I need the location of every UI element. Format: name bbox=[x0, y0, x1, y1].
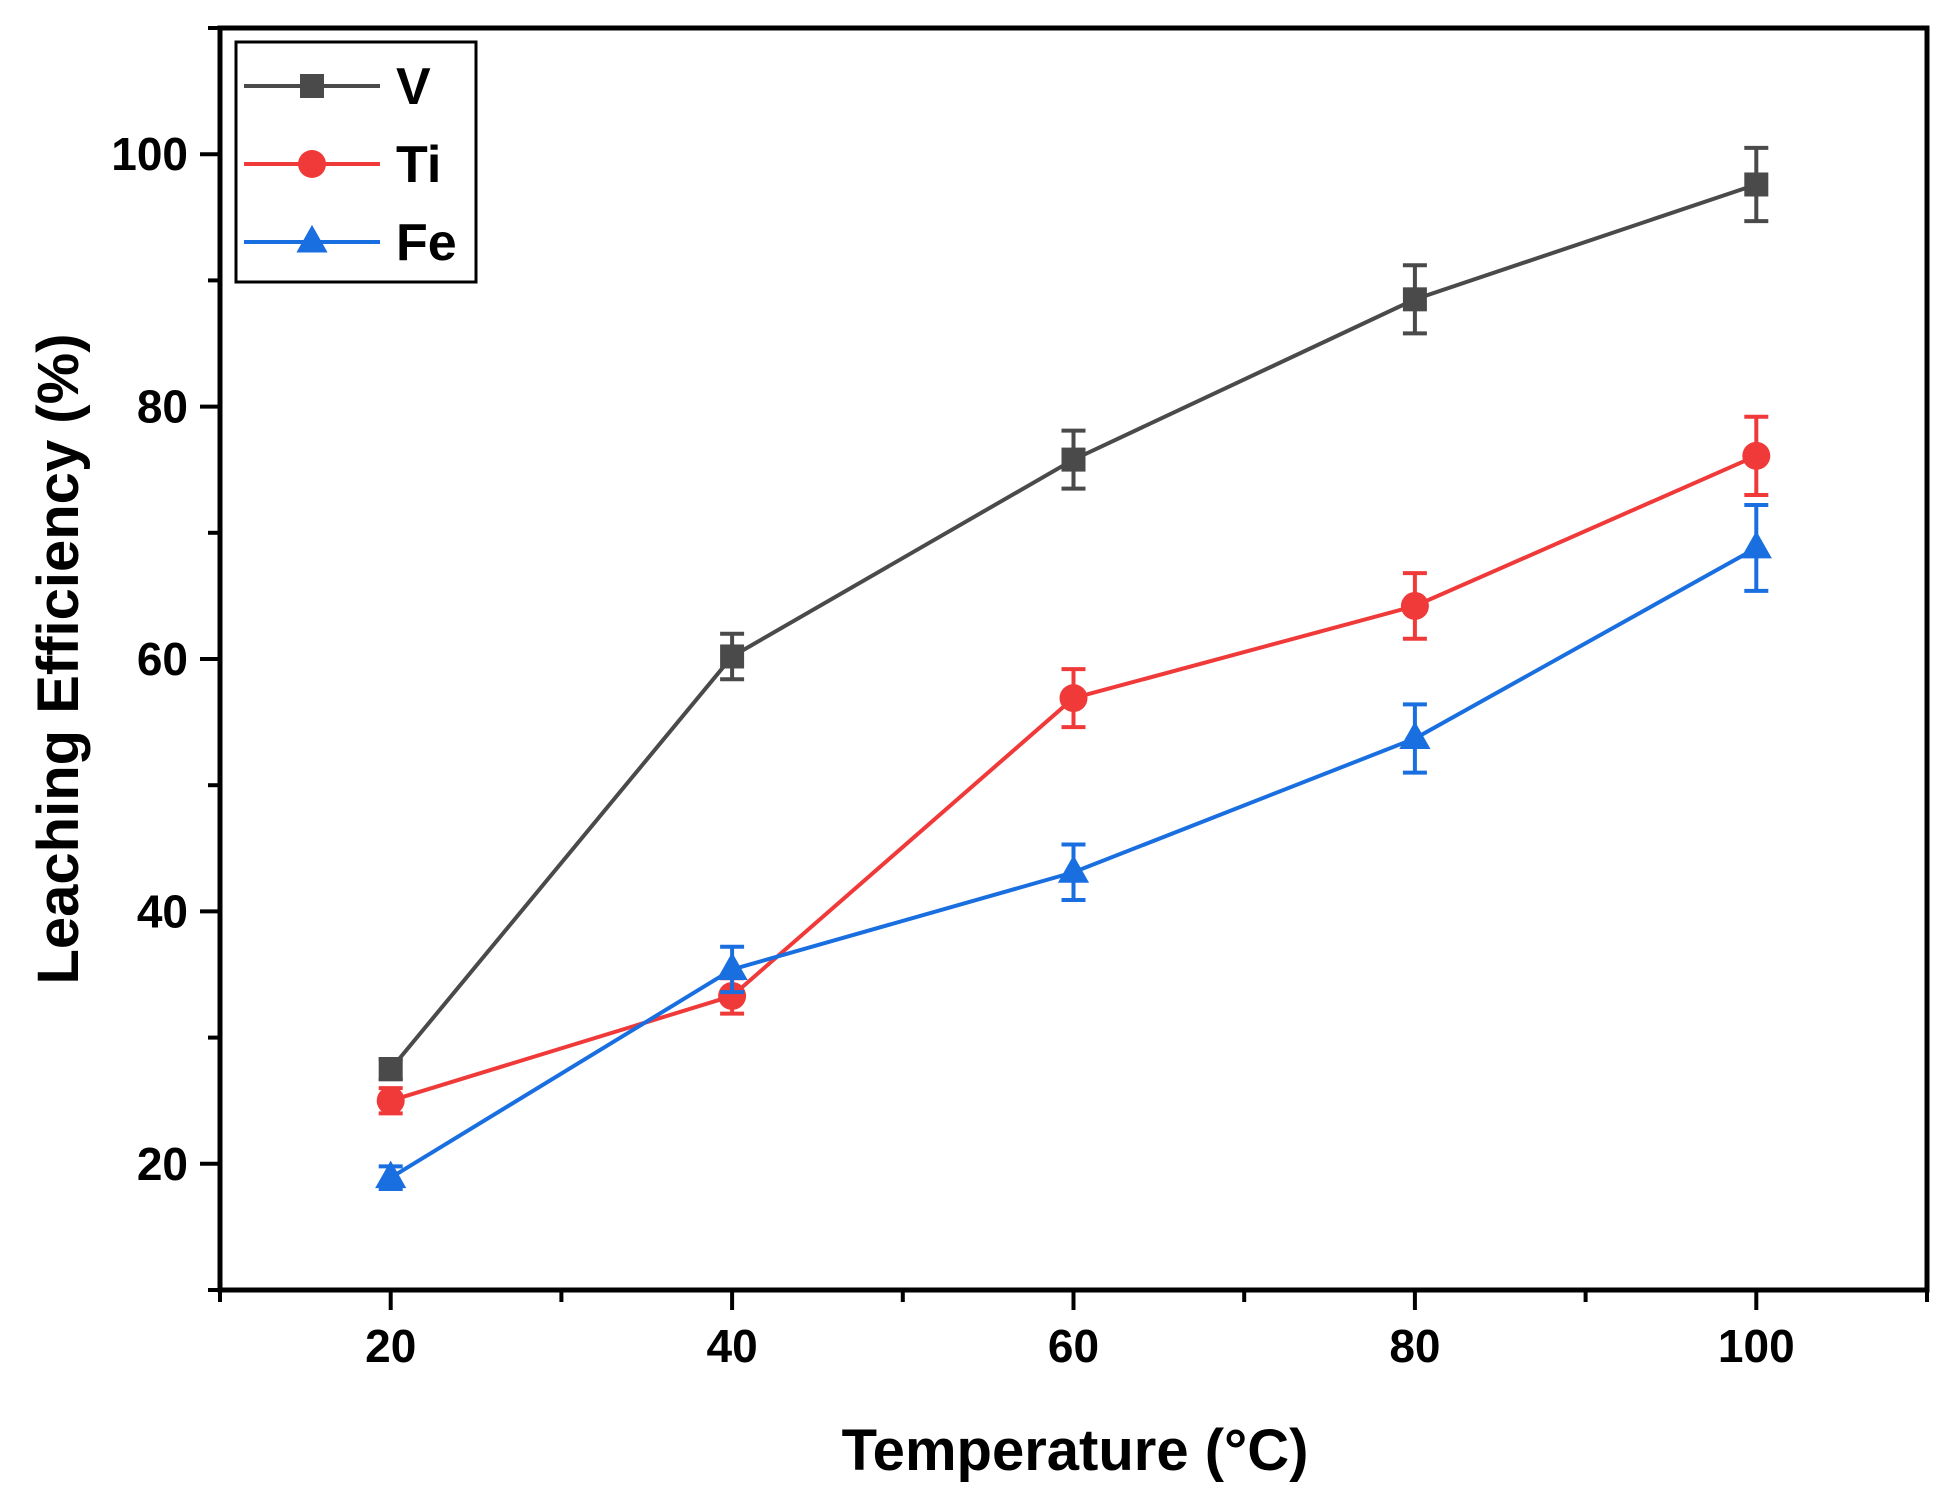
legend-marker bbox=[296, 224, 328, 253]
data-point bbox=[1742, 441, 1771, 470]
legend-marker bbox=[298, 150, 326, 178]
y-tick-label: 20 bbox=[137, 1138, 188, 1190]
data-point bbox=[1059, 684, 1088, 713]
data-point bbox=[1744, 172, 1769, 197]
legend-item-v: V bbox=[244, 58, 431, 116]
data-point bbox=[1402, 287, 1427, 312]
legend-label: Ti bbox=[396, 136, 441, 194]
series-v bbox=[378, 145, 1769, 1082]
legend-marker bbox=[300, 74, 324, 98]
legend-item-ti: Ti bbox=[244, 136, 441, 194]
data-point bbox=[1399, 721, 1431, 749]
data-point bbox=[378, 1057, 403, 1082]
series-line bbox=[389, 182, 1757, 1071]
data-point bbox=[1057, 855, 1090, 883]
y-tick-label: 80 bbox=[137, 381, 188, 433]
legend: V Ti Fe bbox=[234, 40, 478, 284]
data-point bbox=[375, 1160, 407, 1189]
y-axis-title: Leaching Efficiency (%) bbox=[26, 333, 91, 984]
data-point bbox=[716, 952, 748, 980]
y-tick-label: 100 bbox=[111, 128, 188, 180]
data-point bbox=[1061, 447, 1086, 472]
data-point bbox=[1740, 530, 1772, 559]
legend-item-fe: Fe bbox=[244, 214, 457, 272]
data-point bbox=[1400, 591, 1429, 620]
legend-label: V bbox=[396, 58, 431, 116]
legend-label: Fe bbox=[396, 214, 457, 272]
axes: 20 40 60 80 100 20 40 60 80 100 bbox=[111, 26, 1929, 1372]
series-fe bbox=[375, 503, 1772, 1192]
x-tick-label: 80 bbox=[1389, 1320, 1440, 1372]
data-point bbox=[718, 981, 747, 1010]
y-tick-label: 40 bbox=[137, 885, 188, 937]
y-tick-label: 60 bbox=[137, 633, 188, 685]
x-tick-label: 40 bbox=[707, 1320, 758, 1372]
series-ti bbox=[376, 414, 1771, 1116]
series-layer bbox=[375, 145, 1772, 1192]
data-point bbox=[720, 644, 745, 669]
x-axis-title: Temperature (°C) bbox=[842, 1418, 1309, 1483]
x-tick-label: 100 bbox=[1718, 1320, 1795, 1372]
x-tick-label: 60 bbox=[1048, 1320, 1099, 1372]
data-point bbox=[376, 1086, 405, 1115]
series-line bbox=[390, 453, 1758, 1103]
x-tick-label: 20 bbox=[365, 1320, 416, 1372]
